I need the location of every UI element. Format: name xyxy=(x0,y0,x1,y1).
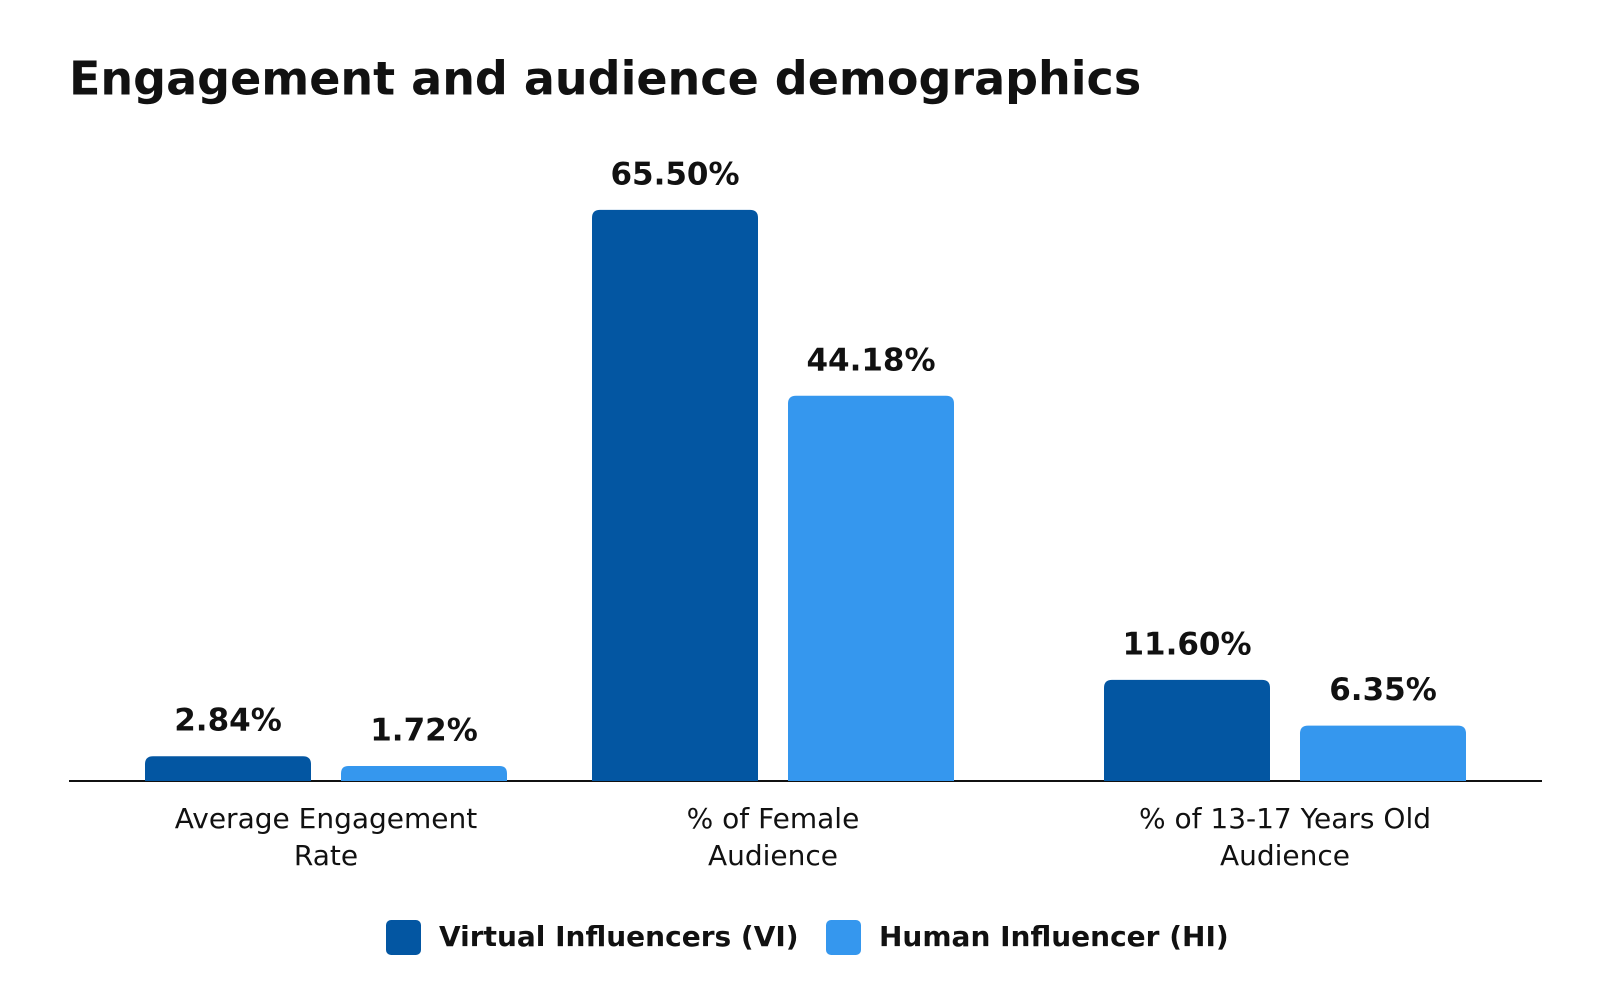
value-label: 65.50% xyxy=(610,156,739,192)
bar xyxy=(1104,679,1270,781)
bar xyxy=(592,209,758,782)
x-tick-label: Audience xyxy=(708,839,838,872)
x-tick-label: Average Engagement xyxy=(175,802,477,835)
x-tick-label: Audience xyxy=(1220,839,1350,872)
legend-swatch xyxy=(826,920,861,955)
x-tick-label: % of Female xyxy=(687,802,860,835)
value-label: 6.35% xyxy=(1329,672,1437,708)
x-tick-label: % of 13-17 Years Old xyxy=(1139,802,1431,835)
value-label: 2.84% xyxy=(174,703,282,739)
value-label: 11.60% xyxy=(1122,626,1251,662)
bar xyxy=(1300,725,1466,781)
chart-title: Engagement and audience demographics xyxy=(69,52,1141,106)
value-label: 1.72% xyxy=(370,713,478,749)
bar xyxy=(341,766,507,781)
legend-label: Virtual Influencers (VI) xyxy=(439,920,799,953)
value-label: 44.18% xyxy=(806,342,935,378)
bar xyxy=(145,756,311,781)
legend-label: Human Influencer (HI) xyxy=(879,920,1229,953)
legend-swatch xyxy=(386,920,421,955)
x-tick-label: Rate xyxy=(294,839,358,872)
bar xyxy=(788,395,954,781)
